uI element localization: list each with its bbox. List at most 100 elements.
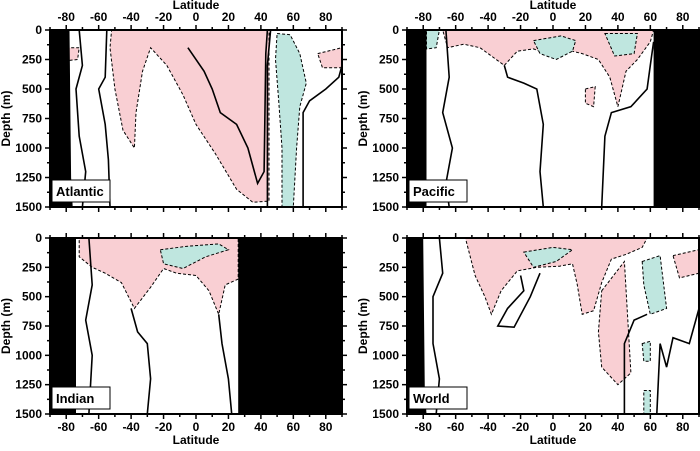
negative-region <box>159 243 230 270</box>
x-tick-label: -40 <box>479 10 497 24</box>
plot-area <box>50 30 342 207</box>
y-tick-label: 1250 <box>372 171 399 185</box>
x-axis-label: Latitude <box>173 0 220 12</box>
x-tick-label: -80 <box>415 10 433 24</box>
y-tick-label: 1500 <box>15 407 42 421</box>
x-tick-label: 40 <box>254 420 268 434</box>
positive-region <box>597 260 632 386</box>
y-tick-label: 500 <box>22 82 42 96</box>
y-tick-label: 1250 <box>372 378 399 392</box>
land-mask <box>50 30 73 207</box>
y-tick-label: 0 <box>392 23 399 37</box>
x-tick-label: 40 <box>611 420 625 434</box>
positive-region <box>672 249 699 279</box>
y-tick-label: 1000 <box>15 141 42 155</box>
x-tick-label: -60 <box>447 420 465 434</box>
basin-label-box <box>51 386 111 410</box>
positive-region <box>584 85 596 108</box>
basin-label: World <box>413 391 450 406</box>
x-axis-label: Latitude <box>530 433 577 446</box>
plot-area <box>407 238 699 414</box>
y-tick-label: 750 <box>379 112 399 126</box>
zero-contour-line <box>130 308 152 414</box>
y-tick-label: 1000 <box>15 348 42 362</box>
land-mask <box>50 238 76 414</box>
zero-contour-line <box>97 30 111 207</box>
negative-region <box>532 35 577 61</box>
y-tick-label: 250 <box>379 260 399 274</box>
positive-region <box>464 238 648 316</box>
panel-pacific: -80 -60 -40 -20 0 20 40 60 80Latitude02505007501… <box>356 0 700 214</box>
basin-label-box <box>51 179 111 203</box>
y-tick-label: 1000 <box>372 348 399 362</box>
positive-region <box>317 47 342 69</box>
negative-region <box>641 254 668 315</box>
x-tick-label: -60 <box>90 10 108 24</box>
y-tick-label: 1000 <box>372 141 399 155</box>
negative-region <box>426 30 440 50</box>
x-tick-label: 80 <box>319 10 333 24</box>
x-tick-label: -40 <box>122 420 140 434</box>
zero-contour-line <box>600 41 655 207</box>
zero-contour-line <box>217 314 233 414</box>
panel-world: -80 -60 -40 -20 0 20 40 60 80Latitude02505007501… <box>356 231 700 447</box>
y-tick-label: 750 <box>379 319 399 333</box>
x-tick-label: -80 <box>415 420 433 434</box>
y-tick-label: 750 <box>22 319 42 333</box>
plot-area <box>50 238 342 414</box>
zero-contour-line <box>302 65 342 207</box>
x-tick-label: 60 <box>644 420 658 434</box>
y-tick-label: 1500 <box>15 200 42 214</box>
negative-region <box>274 32 307 207</box>
y-tick-label: 0 <box>35 231 42 245</box>
x-tick-label: -20 <box>155 420 173 434</box>
x-tick-label: -60 <box>90 420 108 434</box>
negative-region <box>604 33 638 57</box>
x-tick-label: 80 <box>676 10 690 24</box>
panel-indian: -80 -60 -40 -20 0 20 40 60 80Latitude02505007501… <box>0 231 347 447</box>
x-tick-label: 40 <box>254 10 268 24</box>
y-tick-label: 250 <box>22 53 42 67</box>
land-mask <box>407 30 427 207</box>
y-axis-label: Depth (m) <box>356 298 370 354</box>
positive-region <box>109 30 270 203</box>
y-tick-label: 500 <box>379 82 399 96</box>
x-tick-label: -40 <box>479 420 497 434</box>
x-tick-label: -20 <box>512 420 530 434</box>
zero-contour-line <box>266 30 272 207</box>
x-tick-label: 80 <box>319 420 333 434</box>
y-tick-label: 1500 <box>372 407 399 421</box>
zero-contour-line <box>432 238 444 414</box>
x-tick-label: 0 <box>550 420 557 434</box>
y-tick-label: 250 <box>22 260 42 274</box>
y-tick-label: 500 <box>22 290 42 304</box>
basin-label-box <box>408 179 468 203</box>
zero-contour-line <box>496 272 541 329</box>
x-tick-label: 20 <box>579 10 593 24</box>
x-tick-label: 40 <box>611 10 625 24</box>
zero-contour-line <box>75 30 87 207</box>
x-tick-label: 0 <box>550 10 557 24</box>
negative-region <box>643 390 651 414</box>
x-tick-label: 20 <box>222 420 236 434</box>
y-tick-label: 750 <box>22 112 42 126</box>
x-tick-label: 20 <box>579 420 593 434</box>
negative-region <box>641 340 651 362</box>
x-tick-label: 80 <box>676 420 690 434</box>
land-mask <box>407 238 427 414</box>
zero-contour-line <box>623 313 648 414</box>
x-tick-label: 0 <box>193 10 200 24</box>
x-tick-label: 20 <box>222 10 236 24</box>
y-axis-label: Depth (m) <box>0 298 13 354</box>
zero-contour-line <box>84 238 94 414</box>
y-tick-label: 1250 <box>15 378 42 392</box>
land-mask <box>653 30 699 207</box>
x-tick-label: 60 <box>287 10 301 24</box>
panel-atlantic: -80 -60 -40 -20 0 20 40 60 80Latitude02505007501… <box>0 0 347 214</box>
zero-contour-line <box>656 308 699 414</box>
basin-label: Pacific <box>413 184 455 199</box>
basin-label: Indian <box>56 391 94 406</box>
x-tick-label: -20 <box>155 10 173 24</box>
plot-area <box>407 30 699 207</box>
